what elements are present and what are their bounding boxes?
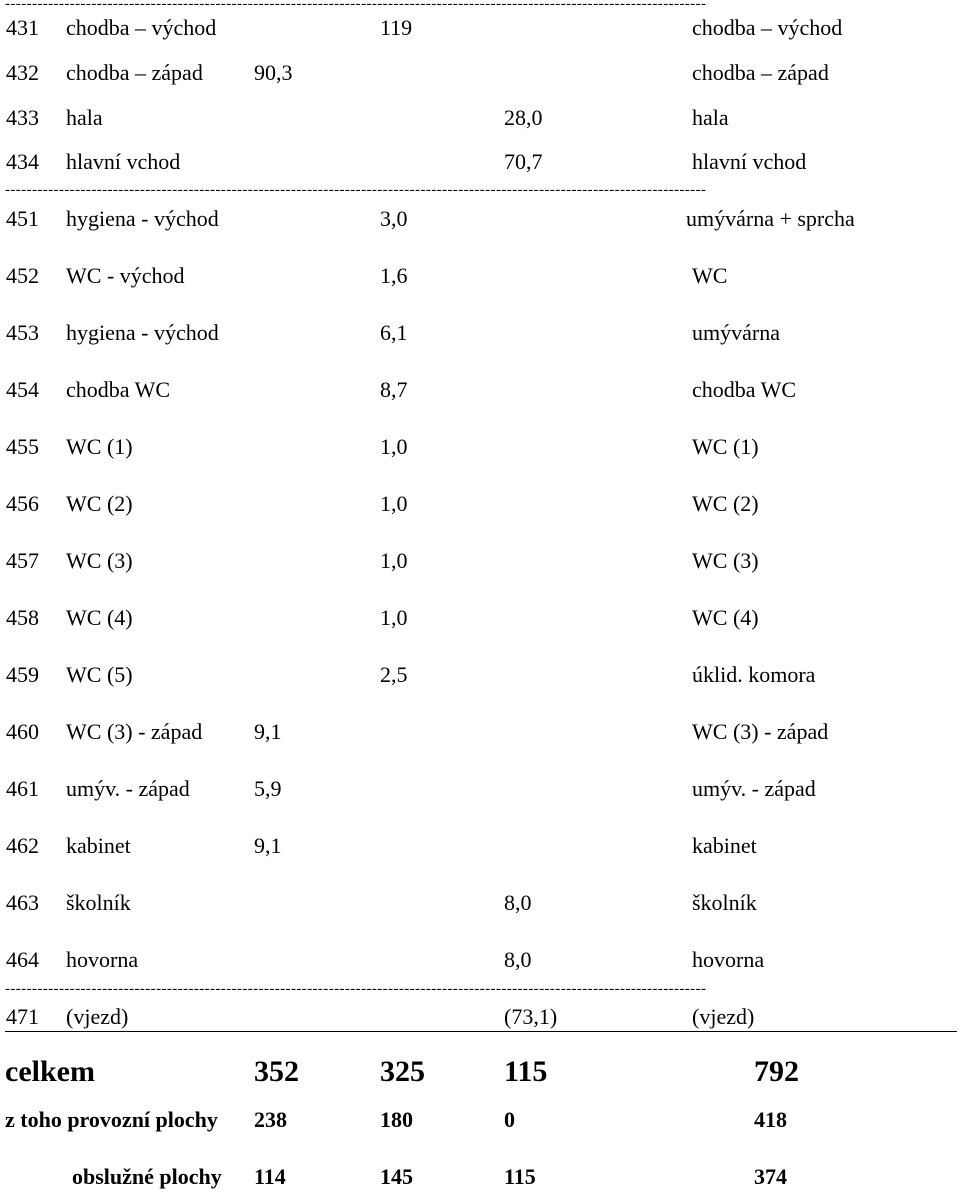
area-col1: 5,9: [254, 776, 282, 801]
new-room-name: školník: [692, 890, 757, 915]
summary-label: obslužné plochy: [72, 1164, 222, 1189]
summary-col3: 0: [504, 1107, 515, 1132]
room-name: hygiena - východ: [66, 320, 219, 345]
room-name: WC (1): [66, 434, 133, 459]
room-name: chodba – západ: [66, 60, 203, 85]
new-room-name: hlavní vchod: [692, 149, 807, 174]
room-name: (vjezd): [66, 1004, 129, 1029]
room-number: 451: [6, 206, 39, 231]
room-number: 460: [6, 719, 39, 744]
room-name: chodba – východ: [66, 15, 217, 40]
summary-col1: 238: [254, 1107, 287, 1132]
room-name: WC (3) - západ: [66, 719, 203, 744]
new-room-name: WC (3): [692, 548, 759, 573]
room-number: 455: [6, 434, 39, 459]
new-room-name: umývárna: [692, 320, 780, 345]
room-name: WC (5): [66, 662, 133, 687]
summary-col2: 145: [380, 1164, 413, 1189]
new-room-name: chodba – západ: [692, 60, 829, 85]
summary-total: 374: [754, 1164, 787, 1189]
room-name: hlavní vchod: [66, 149, 181, 174]
room-number: 457: [6, 548, 39, 573]
new-room-name: (vjezd): [692, 1004, 755, 1029]
area-col2: 119: [380, 15, 413, 40]
room-name: WC (4): [66, 605, 133, 630]
area-col3: 70,7: [504, 149, 543, 174]
area-col3: (73,1): [504, 1004, 558, 1029]
area-col2: 1,0: [380, 605, 408, 630]
summary-col2: 180: [380, 1107, 413, 1132]
separator-line: ----------------------------------------…: [5, 184, 707, 196]
room-name: chodba WC: [66, 377, 171, 402]
room-number: 433: [6, 105, 39, 130]
area-col2: 1,0: [380, 491, 408, 516]
summary-total: 418: [754, 1107, 787, 1132]
room-number: 456: [6, 491, 39, 516]
area-col2: 1,0: [380, 434, 408, 459]
horizontal-rule: [5, 1031, 957, 1032]
area-col2: 3,0: [380, 206, 408, 231]
summary-col1: 352: [254, 1055, 299, 1088]
room-number: 452: [6, 263, 39, 288]
summary-col3: 115: [504, 1164, 536, 1189]
summary-col3: 115: [504, 1055, 548, 1088]
new-room-name: umývárna + sprcha: [686, 206, 855, 231]
area-col3: 8,0: [504, 947, 532, 972]
room-name: školník: [66, 890, 131, 915]
room-name: WC (3): [66, 548, 133, 573]
area-col2: 6,1: [380, 320, 408, 345]
area-col3: 8,0: [504, 890, 532, 915]
room-number: 454: [6, 377, 39, 402]
new-room-name: hovorna: [692, 947, 765, 972]
separator-line: ----------------------------------------…: [5, 0, 707, 10]
room-number: 434: [6, 149, 39, 174]
area-col2: 1,6: [380, 263, 408, 288]
new-room-name: umýv. - západ: [692, 776, 816, 801]
room-number: 464: [6, 947, 39, 972]
new-room-name: WC (2): [692, 491, 759, 516]
area-col1: 9,1: [254, 833, 282, 858]
summary-label: z toho provozní plochy: [5, 1107, 218, 1132]
area-col2: 2,5: [380, 662, 408, 687]
new-room-name: chodba WC: [692, 377, 797, 402]
room-number: 432: [6, 60, 39, 85]
new-room-name: WC (3) - západ: [692, 719, 829, 744]
room-name: kabinet: [66, 833, 131, 858]
room-number: 459: [6, 662, 39, 687]
room-name: umýv. - západ: [66, 776, 190, 801]
area-col2: 8,7: [380, 377, 408, 402]
new-room-name: WC (4): [692, 605, 759, 630]
area-col3: 28,0: [504, 105, 543, 130]
room-number: 453: [6, 320, 39, 345]
new-room-name: hala: [692, 105, 729, 130]
new-room-name: WC (1): [692, 434, 759, 459]
room-number: 461: [6, 776, 39, 801]
summary-col2: 325: [380, 1055, 425, 1088]
summary-label: celkem: [5, 1055, 95, 1088]
new-room-name: úklid. komora: [692, 662, 816, 687]
area-col1: 9,1: [254, 719, 282, 744]
summary-total: 792: [754, 1055, 799, 1088]
room-name: WC (2): [66, 491, 133, 516]
new-room-name: kabinet: [692, 833, 757, 858]
new-room-name: WC: [692, 263, 728, 288]
area-col2: 1,0: [380, 548, 408, 573]
room-number: 462: [6, 833, 39, 858]
separator-line: ----------------------------------------…: [5, 983, 707, 995]
room-name: hala: [66, 105, 103, 130]
room-number: 463: [6, 890, 39, 915]
new-room-name: chodba – východ: [692, 15, 843, 40]
room-name: hygiena - východ: [66, 206, 219, 231]
summary-col1: 114: [254, 1164, 286, 1189]
room-number: 458: [6, 605, 39, 630]
room-name: WC - východ: [66, 263, 185, 288]
room-name: hovorna: [66, 947, 139, 972]
room-number: 431: [6, 15, 39, 40]
room-number: 471: [6, 1004, 39, 1029]
area-col1: 90,3: [254, 60, 293, 85]
